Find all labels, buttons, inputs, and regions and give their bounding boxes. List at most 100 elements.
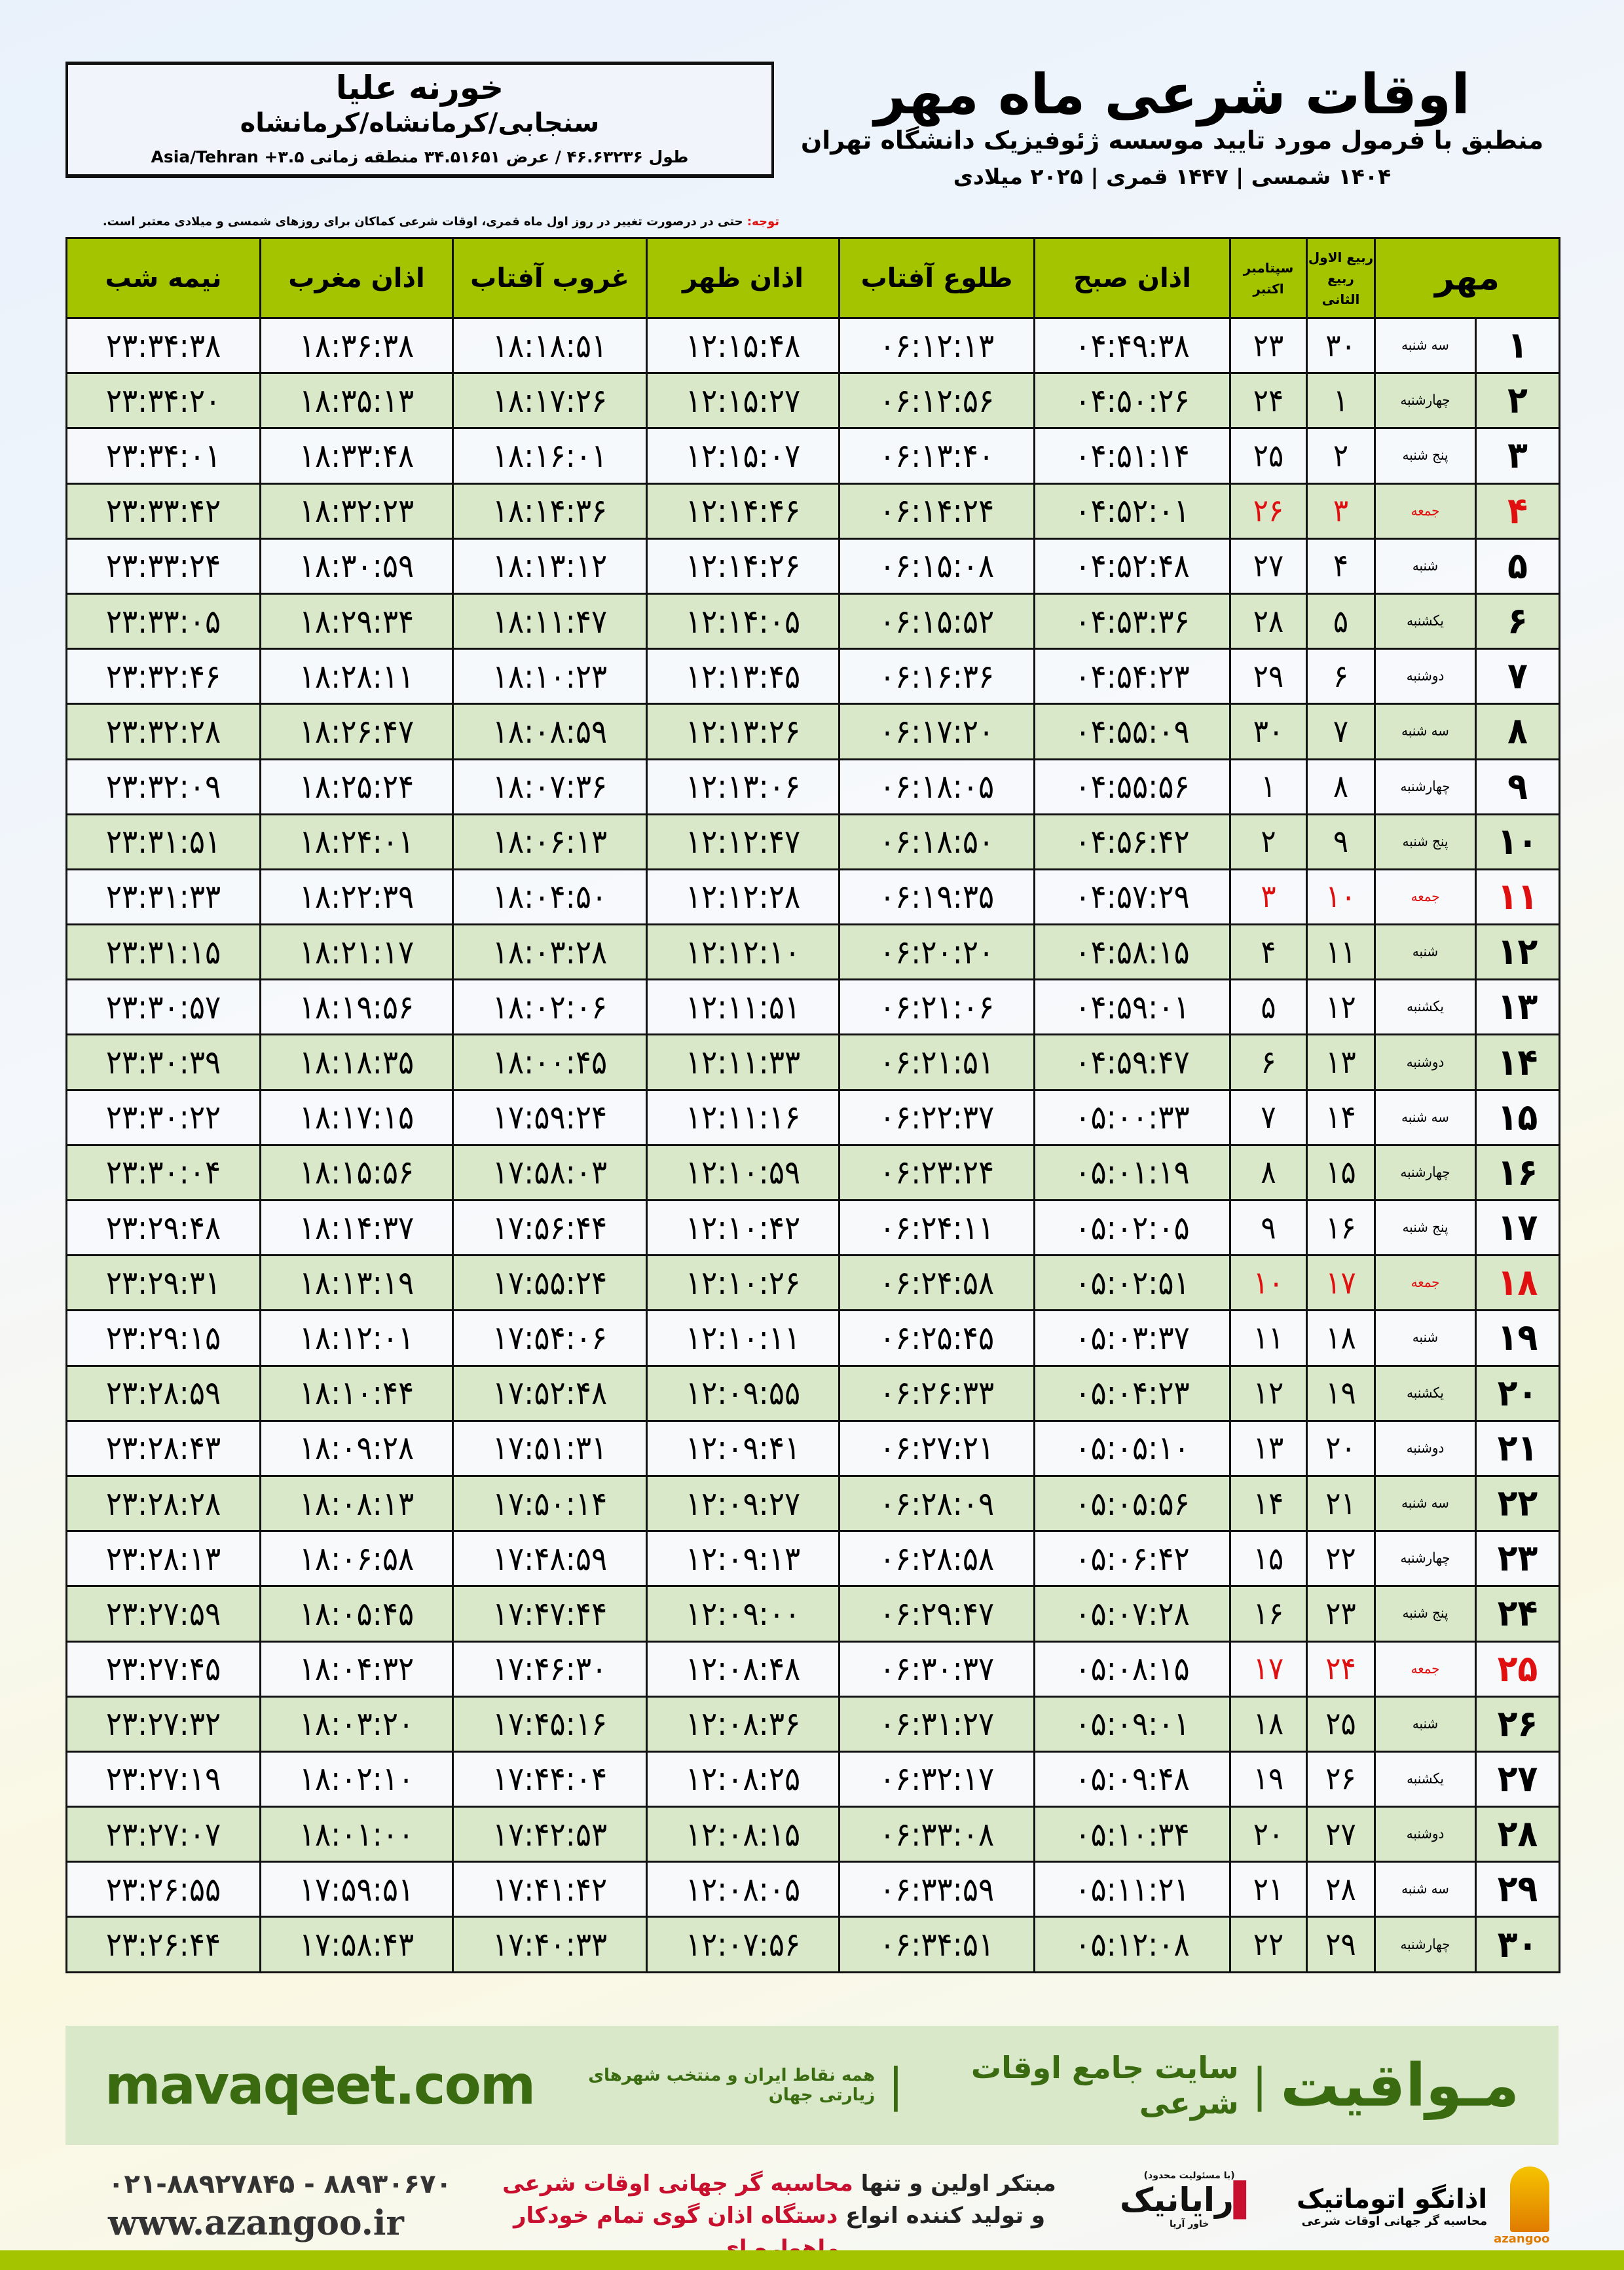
cell-sunset: ۱۷:۵۵:۲۴ <box>452 1254 648 1312</box>
cell-fajr: ۰۴:۵۲:۰۱ <box>1033 482 1231 540</box>
cell-sunrise: ۰۶:۱۲:۵۶ <box>838 372 1035 430</box>
table-row: ۲۳:۳۲:۰۹ ۱۸:۲۵:۲۴ ۱۸:۰۷:۳۶ ۱۲:۱۳:۰۶ ۰۶:۱۸:۰۵… <box>65 758 1560 815</box>
cell-day: ۱۸ <box>1475 1254 1560 1312</box>
cell-midnight: ۲۳:۲۹:۳۱ <box>65 1254 261 1312</box>
cell-fajr: ۰۵:۰۳:۳۷ <box>1033 1309 1231 1367</box>
cell-maghrib: ۱۸:۱۴:۳۷ <box>259 1199 454 1257</box>
cell-dhuhr: ۱۲:۱۴:۰۵ <box>646 592 840 650</box>
cell-midnight: ۲۳:۲۹:۴۸ <box>65 1199 261 1257</box>
cell-hijri: ۱۶ <box>1306 1199 1376 1257</box>
cell-fajr: ۰۵:۰۹:۴۸ <box>1033 1750 1231 1808</box>
cell-hijri: ۱۲ <box>1306 978 1376 1036</box>
page-title: اوقات شرعی ماه مهر <box>874 62 1470 126</box>
azangoo-logo-sub: محاسبه گر جهانی اوقات شرعی <box>1301 2214 1488 2228</box>
table-row: ۲۳:۳۲:۲۸ ۱۸:۲۶:۴۷ ۱۸:۰۸:۵۹ ۱۲:۱۳:۲۶ ۰۶:۱۷:۲۰… <box>65 703 1560 760</box>
cell-maghrib: ۱۸:۰۴:۳۲ <box>259 1640 454 1698</box>
cell-hijri: ۲۹ <box>1306 1916 1376 1973</box>
cell-midnight: ۲۳:۳۱:۳۳ <box>65 868 261 926</box>
cell-hijri: ۸ <box>1306 758 1376 815</box>
cell-gregorian: ۲۷ <box>1229 537 1308 595</box>
table-row: ۲۳:۲۷:۴۵ ۱۸:۰۴:۳۲ ۱۷:۴۶:۳۰ ۱۲:۰۸:۴۸ ۰۶:۳۰:۳۷… <box>65 1640 1560 1698</box>
cell-weekday: دوشنبه <box>1374 648 1477 705</box>
footer: ۰۲۱-۸۸۹۲۷۸۴۵ - ۸۸۹۳۰۶۷۰ www.azangoo.ir م… <box>65 2161 1559 2261</box>
cell-weekday: پنج شنبه <box>1374 813 1477 870</box>
cell-maghrib: ۱۸:۲۱:۱۷ <box>259 923 454 981</box>
cell-fajr: ۰۵:۰۸:۱۵ <box>1033 1640 1231 1698</box>
cell-gregorian: ۳ <box>1229 868 1308 926</box>
cell-dhuhr: ۱۲:۰۸:۱۵ <box>646 1806 840 1863</box>
azangoo-logo-text: اذانگو اتوماتیک <box>1297 2184 1488 2214</box>
footer-website[interactable]: www.azangoo.ir <box>108 2203 404 2243</box>
cell-day: ۱۹ <box>1475 1309 1560 1367</box>
cell-hijri: ۵ <box>1306 592 1376 650</box>
cell-hijri: ۲۲ <box>1306 1530 1376 1588</box>
col-sunrise: طلوع آفتاب <box>838 237 1035 319</box>
note-text: حتی در درصورت تغییر در روز اول ماه قمری،… <box>102 215 747 229</box>
col-day: مهر <box>1374 237 1560 319</box>
cell-weekday: چهارشنبه <box>1374 758 1477 815</box>
cell-weekday: سه شنبه <box>1374 1861 1477 1918</box>
cell-sunrise: ۰۶:۱۸:۵۰ <box>838 813 1035 870</box>
table-row: ۲۳:۲۹:۱۵ ۱۸:۱۲:۰۱ ۱۷:۵۴:۰۶ ۱۲:۱۰:۱۱ ۰۶:۲۵:۴۵… <box>65 1309 1560 1367</box>
cell-maghrib: ۱۸:۲۶:۴۷ <box>259 703 454 760</box>
cell-hijri: ۲۱ <box>1306 1474 1376 1533</box>
cell-day: ۱۴ <box>1475 1033 1560 1091</box>
banner-url[interactable]: mavaqeet.com <box>105 2054 536 2117</box>
cell-weekday: جمعه <box>1374 868 1477 926</box>
cell-maghrib: ۱۸:۱۲:۰۱ <box>259 1309 454 1367</box>
table-row: ۲۳:۲۷:۰۷ ۱۸:۰۱:۰۰ ۱۷:۴۲:۵۳ ۱۲:۰۸:۱۵ ۰۶:۳۳:۰۸… <box>65 1806 1560 1863</box>
cell-gregorian: ۲۰ <box>1229 1806 1308 1863</box>
cell-dhuhr: ۱۲:۱۰:۱۱ <box>646 1309 840 1367</box>
cell-dhuhr: ۱۲:۱۳:۰۶ <box>646 758 840 815</box>
cell-dhuhr: ۱۲:۱۰:۲۶ <box>646 1254 840 1312</box>
cell-weekday: چهارشنبه <box>1374 1144 1477 1202</box>
cell-gregorian: ۲۴ <box>1229 372 1308 430</box>
cell-sunrise: ۰۶:۱۳:۴۰ <box>838 427 1035 485</box>
cell-weekday: دوشنبه <box>1374 1806 1477 1863</box>
cell-sunrise: ۰۶:۲۹:۴۷ <box>838 1585 1035 1643</box>
banner-slogan: سایت جامع اوقات شرعی <box>970 2050 1239 2121</box>
cell-hijri: ۲۴ <box>1306 1640 1376 1698</box>
cell-midnight: ۲۳:۲۸:۱۳ <box>65 1530 261 1588</box>
table-row: ۲۳:۳۳:۲۴ ۱۸:۳۰:۵۹ ۱۸:۱۳:۱۲ ۱۲:۱۴:۲۶ ۰۶:۱۵:۰۸… <box>65 537 1560 595</box>
cell-hijri: ۶ <box>1306 648 1376 705</box>
cell-sunset: ۱۸:۰۰:۴۵ <box>452 1033 648 1091</box>
table-row: ۲۳:۳۰:۵۷ ۱۸:۱۹:۵۶ ۱۸:۰۲:۰۶ ۱۲:۱۱:۵۱ ۰۶:۲۱:۰۶… <box>65 978 1560 1036</box>
cell-gregorian: ۱۸ <box>1229 1695 1308 1753</box>
cell-maghrib: ۱۸:۰۳:۲۰ <box>259 1695 454 1753</box>
table-body: ۲۳:۳۴:۳۸ ۱۸:۳۶:۳۸ ۱۸:۱۸:۵۱ ۱۲:۱۵:۴۸ ۰۶:۱۲:۱۳… <box>65 316 1560 1973</box>
bottom-bar <box>0 2250 1624 2270</box>
col-gregorian-top: سپتامبر <box>1243 259 1294 276</box>
cell-weekday: شنبه <box>1374 1309 1477 1367</box>
cell-sunrise: ۰۶:۳۳:۰۸ <box>838 1806 1035 1863</box>
cell-day: ۱۱ <box>1475 868 1560 926</box>
cell-fajr: ۰۵:۰۵:۵۶ <box>1033 1474 1231 1533</box>
cell-midnight: ۲۳:۳۴:۳۸ <box>65 316 261 375</box>
cell-day: ۲ <box>1475 372 1560 430</box>
cell-fajr: ۰۴:۵۵:۰۹ <box>1033 703 1231 760</box>
table-row: ۲۳:۲۸:۲۸ ۱۸:۰۸:۱۳ ۱۷:۵۰:۱۴ ۱۲:۰۹:۲۷ ۰۶:۲۸:۰۹… <box>65 1474 1560 1533</box>
cell-weekday: پنج شنبه <box>1374 1585 1477 1643</box>
cell-dhuhr: ۱۲:۰۹:۱۳ <box>646 1530 840 1588</box>
cell-hijri: ۳ <box>1306 482 1376 540</box>
cell-dhuhr: ۱۲:۱۱:۳۳ <box>646 1033 840 1091</box>
cell-maghrib: ۱۸:۰۲:۱۰ <box>259 1750 454 1808</box>
cell-weekday: دوشنبه <box>1374 1033 1477 1091</box>
cell-gregorian: ۹ <box>1229 1199 1308 1257</box>
cell-midnight: ۲۳:۲۷:۵۹ <box>65 1585 261 1643</box>
banner-brand: مـواقیت <box>1280 2051 1519 2120</box>
cell-sunrise: ۰۶:۳۲:۱۷ <box>838 1750 1035 1808</box>
cell-day: ۲۰ <box>1475 1364 1560 1422</box>
location-path: سنجابی/کرمانشاه/کرمانشاه <box>240 108 600 138</box>
col-dhuhr: اذان ظهر <box>646 237 840 319</box>
cell-fajr: ۰۵:۰۶:۴۲ <box>1033 1530 1231 1588</box>
cell-midnight: ۲۳:۲۷:۳۲ <box>65 1695 261 1753</box>
table-row: ۲۳:۲۸:۵۹ ۱۸:۱۰:۴۴ ۱۷:۵۲:۴۸ ۱۲:۰۹:۵۵ ۰۶:۲۶:۳۳… <box>65 1364 1560 1422</box>
cell-day: ۳۰ <box>1475 1916 1560 1973</box>
cell-maghrib: ۱۸:۰۱:۰۰ <box>259 1806 454 1863</box>
cell-sunset: ۱۷:۴۲:۵۳ <box>452 1806 648 1863</box>
cell-maghrib: ۱۸:۳۵:۱۳ <box>259 372 454 430</box>
cell-midnight: ۲۳:۲۸:۲۸ <box>65 1474 261 1533</box>
cell-day: ۱۲ <box>1475 923 1560 981</box>
cell-maghrib: ۱۸:۰۹:۲۸ <box>259 1419 454 1477</box>
